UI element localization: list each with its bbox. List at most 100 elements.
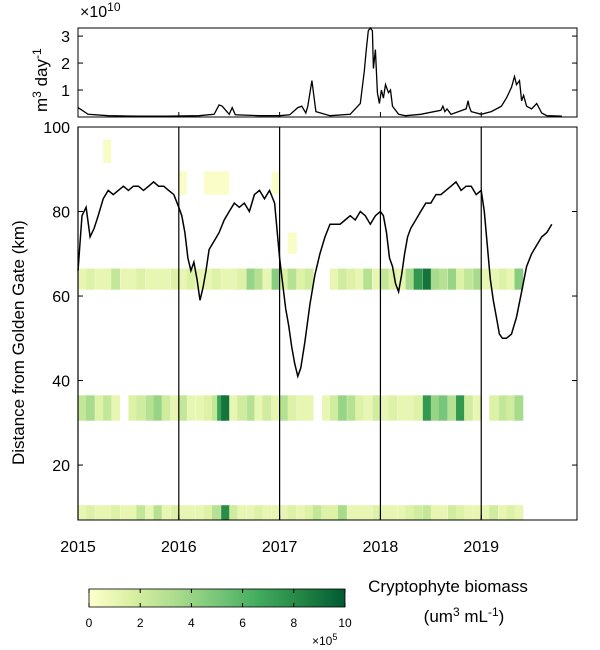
heatmap-cell — [347, 395, 356, 421]
heatmap-cell — [237, 268, 247, 290]
heatmap-cell — [456, 268, 465, 290]
heatmap-cell — [464, 268, 473, 290]
heatmap-cell — [246, 268, 256, 290]
biomass-y-axis-label: Distance from Golden Gate (km) — [9, 220, 28, 465]
heatmap-cell — [229, 505, 239, 520]
heatmap-cell — [145, 395, 155, 421]
heatmap-cell — [473, 268, 482, 290]
heatmap-cell — [287, 268, 297, 290]
heatmap-cell — [388, 268, 398, 290]
heatmap-cell — [481, 505, 491, 520]
heatmap-cell — [296, 268, 306, 290]
heatmap-cell — [145, 268, 155, 290]
biomass-panel-frame — [77, 126, 578, 521]
heatmap-cell — [212, 268, 221, 290]
heatmap-cell — [304, 268, 314, 290]
heatmap-cell — [221, 268, 230, 290]
heatmap-cell — [422, 395, 432, 421]
heatmap-cell — [86, 505, 95, 520]
heatmap-cell — [422, 505, 432, 520]
colorbar-tick-label: 6 — [239, 616, 246, 630]
heatmap-cell — [330, 505, 339, 520]
heatmap-cell — [204, 505, 213, 520]
heatmap-cell — [397, 268, 407, 290]
heatmap-cell — [397, 395, 407, 421]
heatmap-cell — [271, 268, 281, 290]
heatmap-cell — [413, 395, 423, 421]
heatmap-cell — [237, 505, 247, 520]
heatmap-cell — [78, 505, 87, 520]
heatmap-cell — [178, 171, 187, 195]
heatmap-cell — [103, 139, 112, 163]
biomass-y-tick-label: 80 — [52, 205, 70, 222]
colorbar-tick-label: 4 — [188, 616, 195, 630]
flow-y-tick-label: 1 — [61, 83, 70, 100]
heatmap-cell — [287, 505, 297, 520]
heatmap-cell — [514, 505, 524, 520]
heatmap-cell — [430, 505, 440, 520]
distance-line — [77, 180, 553, 379]
heatmap-cell — [363, 268, 373, 290]
heatmap-cell — [178, 505, 188, 520]
colorbar-tick-label: 2 — [137, 616, 144, 630]
heatmap-cell — [279, 268, 289, 290]
heatmap-cell — [78, 268, 87, 290]
heatmap-cell — [95, 505, 104, 520]
heatmap-cell — [287, 232, 297, 254]
heatmap-cell — [388, 505, 398, 520]
heatmap-cell — [506, 505, 516, 520]
heatmap-cell — [464, 395, 473, 421]
colorbar-tick-label: 10 — [338, 616, 352, 630]
heatmap-cell — [221, 505, 230, 520]
colorbar-tick-label: 8 — [290, 616, 297, 630]
heatmap-cell — [136, 268, 146, 290]
flow-y-axis-label: m3 day-1 — [30, 48, 51, 112]
heatmap-cell — [237, 395, 247, 421]
heatmap-cell — [363, 395, 373, 421]
biomass-panel-bg — [78, 127, 577, 520]
heatmap-cell — [262, 505, 272, 520]
heatmap-cell — [279, 505, 289, 520]
heatmap-cell — [178, 395, 188, 421]
heatmap-cell — [464, 505, 473, 520]
heatmap-cell — [287, 395, 297, 421]
flow-panel: 1 2 3 ×1010 m3 day-1 — [30, 0, 578, 118]
heatmap-cell — [498, 268, 508, 290]
heatmap-cell — [229, 395, 239, 421]
heatmap-cell — [186, 505, 196, 520]
heatmap-cell — [413, 505, 423, 520]
heatmap-cell — [195, 505, 205, 520]
heatmap-cell — [78, 395, 87, 421]
biomass-y-tick-label: 100 — [43, 120, 70, 137]
heatmap-cell — [312, 505, 322, 520]
heatmap-cell — [321, 505, 331, 520]
heatmap-cell — [128, 505, 138, 520]
biomass-y-ticks: 20 40 60 80 100 — [43, 120, 577, 475]
heatmap-cell — [447, 395, 457, 421]
heatmap-cell — [338, 395, 347, 421]
biomass-x-tick-label: 2018 — [363, 539, 399, 556]
heatmap-cell — [212, 395, 221, 421]
heatmap-cell — [254, 268, 264, 290]
heatmap-cell — [372, 268, 382, 290]
heatmap-cell — [388, 395, 398, 421]
heatmap-cell — [456, 505, 465, 520]
heatmap-cell — [355, 268, 365, 290]
heatmap-cell — [262, 268, 272, 290]
heatmap-cell — [153, 395, 163, 421]
colorbar-title-line2: (um3 mL-1) — [424, 605, 505, 626]
heatmap-cell — [447, 505, 457, 520]
heatmap-cell — [355, 505, 365, 520]
heatmap-cell — [363, 505, 373, 520]
heatmap-cell — [153, 505, 163, 520]
biomass-x-tick-label: 2015 — [60, 539, 96, 556]
heatmap-cell — [229, 268, 239, 290]
heatmap-cell — [254, 505, 264, 520]
heatmap-cell — [380, 268, 390, 290]
flow-y-ticks: 1 2 3 — [61, 29, 577, 117]
heatmap-cell — [95, 268, 104, 290]
colorbar-gradient — [88, 588, 346, 608]
heatmap-cell — [347, 268, 356, 290]
heatmap-cell — [380, 395, 390, 421]
